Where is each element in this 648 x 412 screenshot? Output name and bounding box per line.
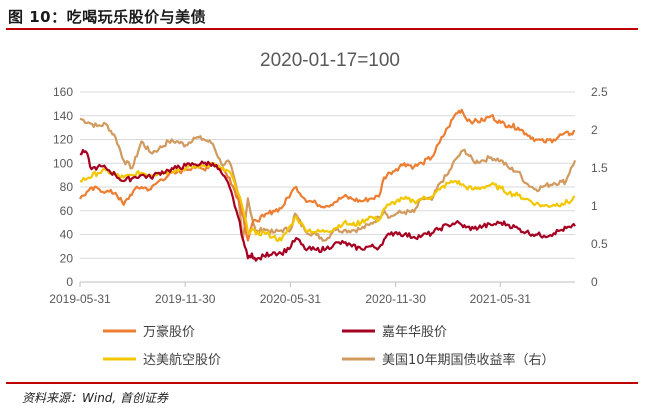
y-right-tick-label: 2: [591, 123, 598, 137]
y-left-tick-label: 80: [60, 180, 74, 194]
figure-title: 图 10：吃喝玩乐股价与美债: [8, 8, 207, 26]
series-line-0: [79, 108, 576, 242]
x-tick-label: 2019-05-31: [49, 292, 111, 306]
chart-title: 2020-01-17=100: [260, 50, 400, 71]
legend-label-1: 嘉年华股价: [382, 325, 447, 340]
y-left-tick-label: 40: [60, 228, 74, 242]
x-tick-label: 2019-11-30: [155, 292, 216, 306]
legend-label-3: 美国10年期国债收益率（右）: [382, 352, 555, 368]
y-left-tick-label: 0: [66, 275, 73, 289]
y-right-tick-label: 1: [591, 199, 598, 213]
x-axis-ticks: 2019-05-31 2019-11-30 2020-05-31 2020-11-30…: [49, 282, 531, 306]
y-left-tick-label: 120: [53, 133, 73, 147]
source-note: 资料来源：Wind, 首创证券: [22, 391, 169, 405]
y-left-tick-label: 20: [60, 251, 74, 265]
title-divider: [6, 28, 638, 30]
right-axis-ticks: 0 0.5 1 1.5 2 2.5: [591, 85, 608, 289]
x-tick-label: 2020-11-30: [365, 292, 426, 306]
series-lines: [79, 108, 577, 262]
legend-label-2: 达美航空股价: [143, 352, 221, 368]
x-tick-label: 2020-05-31: [260, 292, 322, 306]
left-axis-ticks: 0 20 40 60 80 100 120 140 160: [53, 85, 73, 289]
y-right-tick-label: 0.5: [591, 237, 608, 251]
x-tick-label: 2021-05-31: [470, 292, 532, 306]
y-right-tick-label: 2.5: [591, 85, 608, 99]
y-right-tick-label: 1.5: [591, 161, 608, 175]
y-left-tick-label: 100: [53, 156, 73, 170]
series-line-1: [79, 148, 576, 262]
source-divider: [6, 382, 638, 384]
y-left-tick-label: 60: [60, 204, 74, 218]
y-right-tick-label: 0: [591, 275, 598, 289]
y-left-tick-label: 160: [53, 85, 73, 99]
y-left-tick-label: 140: [53, 109, 73, 123]
series-line-3: [79, 117, 577, 242]
legend-label-0: 万豪股价: [143, 324, 195, 340]
